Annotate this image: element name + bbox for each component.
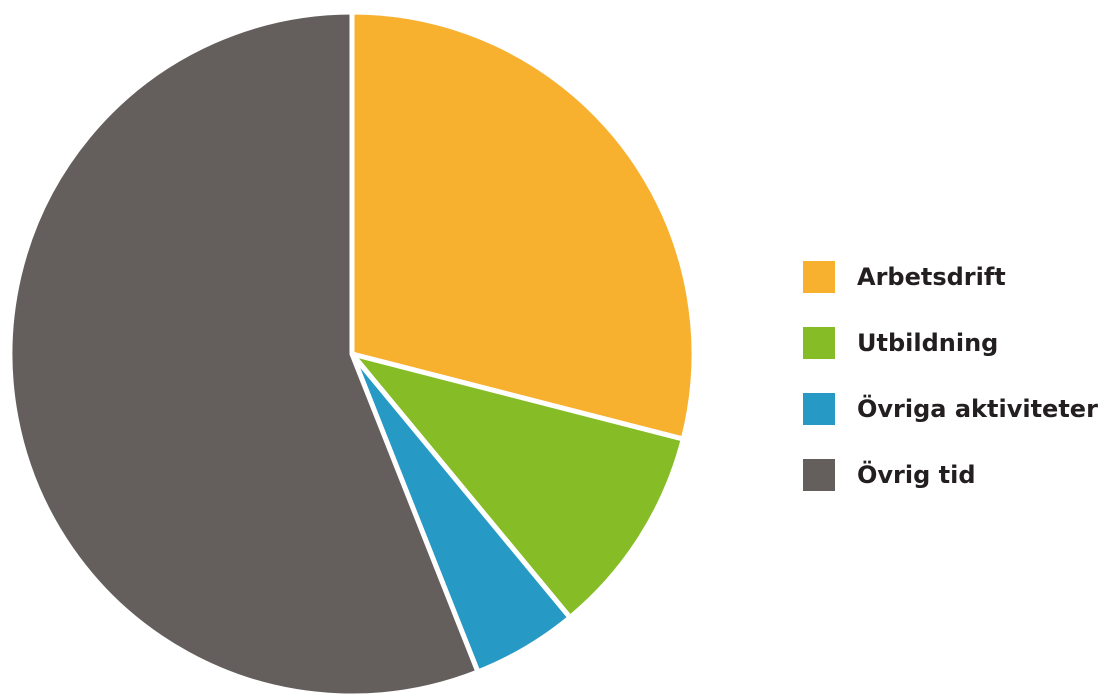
legend-item-utbildning: Utbildning [803,310,1098,376]
pie-slice-arbetsdrift [349,9,697,442]
legend-item-arbetsdrift: Arbetsdrift [803,244,1098,310]
legend-swatch-ovriga-aktiviteter [803,393,835,425]
pie-slice-ovrig-tid [7,9,481,695]
legend-label-utbildning: Utbildning [857,329,999,357]
legend-swatch-arbetsdrift [803,261,835,293]
legend: Arbetsdrift Utbildning Övriga aktivitete… [803,244,1098,508]
legend-label-arbetsdrift: Arbetsdrift [857,263,1006,291]
legend-label-ovrig-tid: Övrig tid [857,461,976,489]
legend-label-ovriga-aktiviteter: Övriga aktiviteter [857,395,1098,423]
legend-swatch-utbildning [803,327,835,359]
legend-item-ovriga-aktiviteter: Övriga aktiviteter [803,376,1098,442]
pie-slices [7,9,697,695]
legend-item-ovrig-tid: Övrig tid [803,442,1098,508]
legend-swatch-ovrig-tid [803,459,835,491]
pie-slice-utbildning [349,351,686,621]
